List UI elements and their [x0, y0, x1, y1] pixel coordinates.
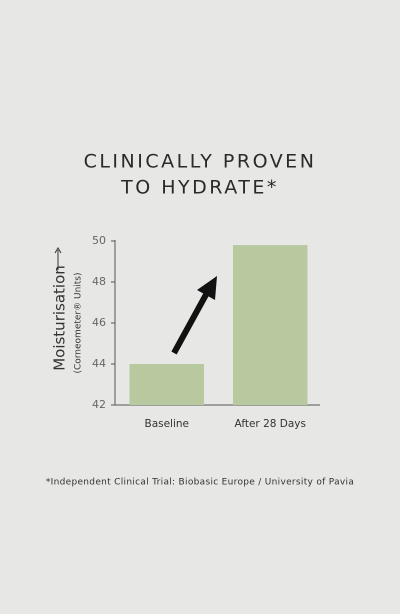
x-tick-label: After 28 Days [235, 418, 306, 430]
y-tick-label: 50 [92, 234, 106, 247]
bar [129, 364, 205, 405]
y-tick-label: 44 [92, 357, 106, 370]
y-label-arrow-head [54, 247, 62, 254]
trend-arrow-head [197, 276, 217, 300]
chart-title: CLINICALLY PROVEN [84, 151, 317, 173]
bar [232, 245, 308, 405]
y-axis-sublabel: (Corneometer® Units) [74, 272, 84, 373]
y-axis-label: Moisturisation [51, 265, 69, 371]
trend-arrow [171, 289, 211, 355]
x-tick-label: Baseline [144, 418, 189, 430]
footnote: *Independent Clinical Trial: Biobasic Eu… [46, 478, 354, 488]
y-tick-label: 48 [92, 275, 106, 288]
y-tick-label: 42 [92, 398, 106, 411]
y-tick-label: 46 [92, 316, 106, 329]
chart-title: TO HYDRATE* [120, 177, 279, 199]
